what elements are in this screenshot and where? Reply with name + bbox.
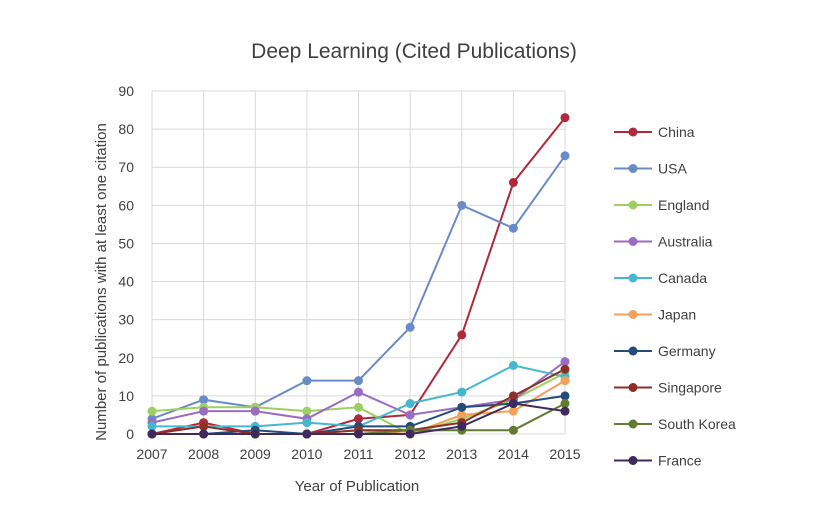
- x-tick-label: 2007: [136, 446, 167, 462]
- legend-label-south-korea: South Korea: [658, 416, 736, 432]
- x-tick-label: 2013: [446, 446, 477, 462]
- data-point-south-korea: [560, 399, 570, 409]
- x-tick-labels: 2007 2008 2009 2010 2011 2012 2013 2014 2015: [136, 446, 580, 462]
- data-point-england: [354, 402, 363, 412]
- data-point-germany: [457, 402, 467, 412]
- data-point-france: [199, 429, 209, 439]
- series-points: [147, 113, 570, 439]
- data-point-usa: [405, 322, 415, 332]
- y-tick-label: 50: [118, 235, 134, 251]
- legend-label-china: China: [658, 124, 695, 140]
- data-point-australia: [560, 357, 570, 367]
- legend-marker-usa: [628, 164, 638, 173]
- data-point-japan: [457, 410, 467, 420]
- chart-title: Deep Learning (Cited Publications): [251, 40, 577, 63]
- y-tick-label: 20: [118, 350, 134, 366]
- data-point-singapore: [508, 391, 518, 401]
- data-point-france: [354, 429, 363, 439]
- data-point-france: [250, 429, 260, 439]
- x-tick-label: 2008: [188, 446, 219, 462]
- data-point-canada: [405, 399, 415, 409]
- data-point-canada: [508, 360, 518, 370]
- data-point-usa: [302, 376, 312, 386]
- legend-label-australia: Australia: [658, 234, 713, 250]
- data-point-australia: [354, 387, 363, 397]
- legend-marker-south-korea: [628, 419, 638, 429]
- legend-label-singapore: Singapore: [658, 380, 722, 396]
- data-point-japan: [508, 406, 518, 416]
- legend-label-usa: USA: [658, 161, 687, 177]
- legend-label-england: England: [658, 197, 709, 213]
- data-point-usa: [354, 376, 363, 386]
- x-tick-label: 2009: [240, 446, 271, 462]
- x-tick-label: 2015: [549, 446, 580, 462]
- data-point-australia: [199, 406, 209, 416]
- data-point-china: [457, 330, 467, 340]
- legend-marker-england: [628, 200, 638, 210]
- data-point-singapore: [560, 364, 570, 374]
- y-tick-label: 30: [118, 312, 134, 328]
- data-point-south-korea: [508, 425, 518, 435]
- data-point-canada: [147, 421, 157, 431]
- y-tick-label: 0: [126, 426, 134, 442]
- data-point-china: [508, 177, 518, 187]
- legend-marker-germany: [628, 346, 638, 356]
- data-point-france: [457, 421, 467, 431]
- legend-marker-france: [628, 456, 638, 465]
- x-tick-label: 2014: [498, 446, 529, 462]
- data-point-usa: [457, 200, 467, 210]
- data-point-france: [560, 406, 570, 416]
- y-tick-label: 10: [118, 388, 134, 404]
- data-point-france: [508, 399, 518, 409]
- data-point-france: [405, 429, 415, 439]
- legend-label-germany: Germany: [658, 343, 716, 359]
- data-point-singapore: [199, 421, 209, 431]
- data-point-france: [302, 429, 312, 439]
- legend-marker-australia: [628, 237, 638, 246]
- x-tick-label: 2012: [395, 446, 426, 462]
- data-point-canada: [457, 387, 467, 397]
- x-axis-title: Year of Publication: [295, 478, 420, 495]
- legend-label-canada: Canada: [658, 270, 707, 286]
- legend: China USA England Australia Canada Japan Germa…: [614, 124, 736, 469]
- data-point-japan: [560, 376, 570, 386]
- data-point-china: [560, 113, 570, 123]
- x-tick-label: 2011: [343, 446, 373, 462]
- data-point-china: [354, 414, 363, 424]
- data-point-germany: [560, 391, 570, 401]
- data-point-england: [147, 406, 157, 416]
- legend-marker-canada: [628, 273, 638, 283]
- legend-label-japan: Japan: [658, 307, 696, 323]
- y-tick-label: 70: [118, 159, 134, 175]
- legend-marker-singapore: [628, 383, 638, 392]
- y-tick-label: 90: [118, 83, 134, 99]
- data-point-canada: [302, 418, 312, 428]
- legend-label-france: France: [658, 453, 702, 469]
- legend-marker-japan: [628, 310, 638, 319]
- y-axis-title: Number of publications with at least one…: [93, 123, 110, 441]
- y-tick-label: 40: [118, 274, 134, 290]
- data-point-australia: [405, 410, 415, 420]
- y-tick-label: 80: [118, 121, 134, 137]
- y-tick-label: 60: [118, 197, 134, 213]
- data-point-usa: [199, 395, 209, 405]
- data-point-usa: [560, 151, 570, 161]
- legend-marker-china: [628, 127, 638, 137]
- data-point-england: [302, 406, 312, 416]
- y-tick-labels: 0 10 20 30 40 50 60 70 80 90: [118, 83, 134, 442]
- data-point-australia: [250, 406, 260, 416]
- data-point-france: [147, 429, 157, 439]
- data-point-usa: [508, 223, 518, 233]
- x-tick-label: 2010: [291, 446, 322, 462]
